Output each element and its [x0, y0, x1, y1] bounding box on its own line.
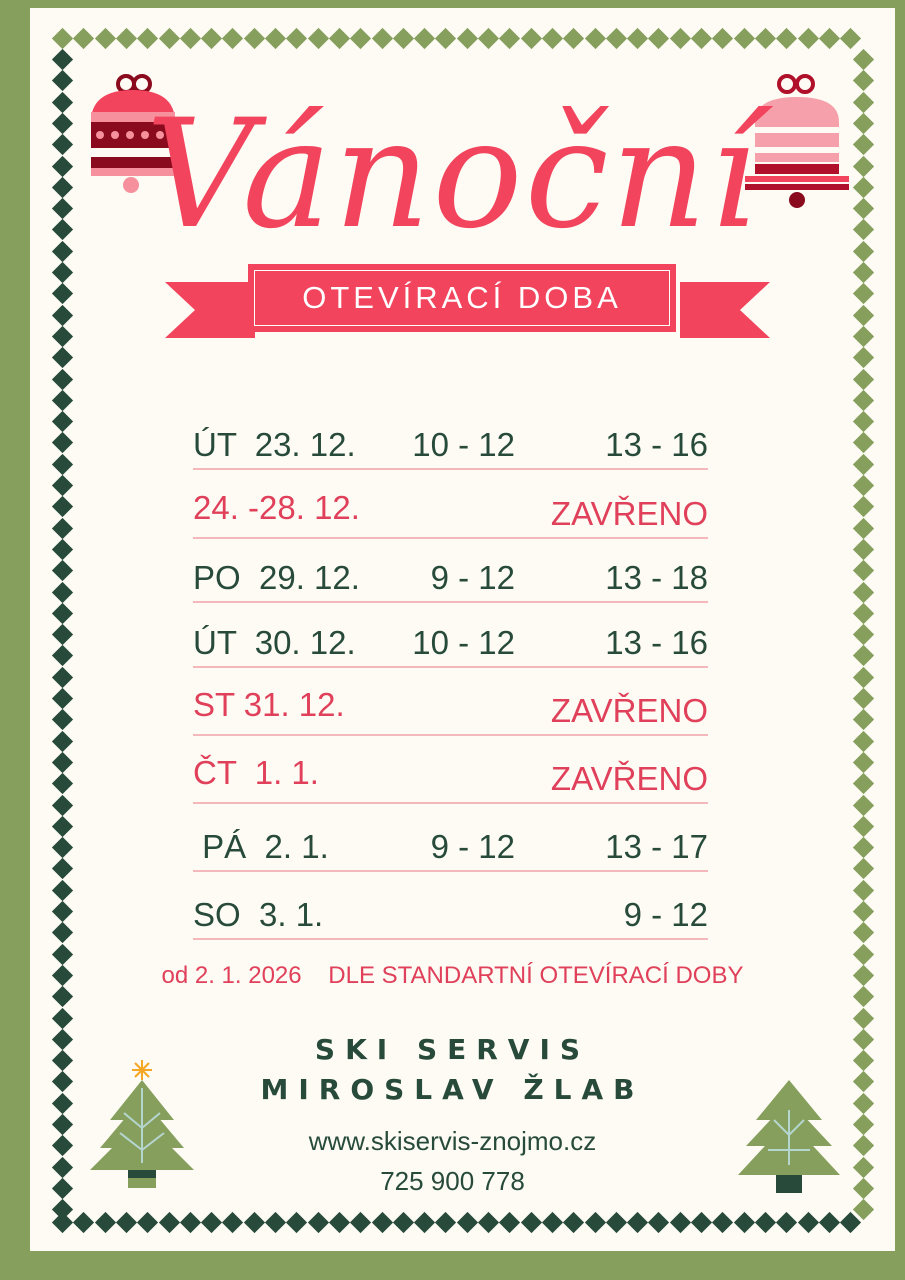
schedule-row: ST 31. 12. ZAVŘENO [193, 686, 708, 736]
date-label: PO 29. 12. [193, 559, 360, 596]
website-link[interactable]: www.skiservis-znojmo.cz [308, 1126, 597, 1156]
morning-hours: 10 - 12 [412, 624, 515, 661]
christmas-tree-icon [738, 1080, 840, 1193]
date-label: ST 31. 12. [193, 686, 345, 723]
date-label: ÚT 23. 12. [193, 426, 356, 463]
morning-hours: 9 - 12 [430, 828, 515, 865]
afternoon-hours: 13 - 18 [605, 559, 708, 596]
morning-hours: 9 - 12 [430, 559, 515, 596]
standard-hours-note: od 2. 1. 2026 DLE STANDARTNÍ OTEVÍRACÍ D… [161, 962, 744, 989]
phone-number: 725 900 778 [380, 1166, 525, 1196]
afternoon-hours: 13 - 16 [605, 624, 708, 661]
brand-name: SKI SERVIS [314, 1033, 591, 1066]
schedule-row: PÁ 2. 1. 9 - 12 13 - 17 [193, 828, 708, 872]
owner-name: MIROSLAV ŽLAB [260, 1073, 645, 1106]
subtitle-ribbon: OTEVÍRACÍ DOBA [248, 264, 676, 332]
date-label: PÁ 2. 1. [193, 828, 329, 865]
schedule-row: ÚT 30. 12. 10 - 12 13 - 16 [193, 624, 708, 668]
date-label: SO 3. 1. [193, 896, 324, 933]
christmas-tree-icon [90, 1060, 194, 1188]
afternoon-hours: 9 - 12 [623, 896, 708, 933]
date-label: 24. -28. 12. [193, 489, 360, 526]
schedule-row: PO 29. 12. 9 - 12 13 - 18 [193, 559, 708, 603]
ribbon-tail-left [165, 282, 255, 338]
subtitle: OTEVÍRACÍ DOBA [302, 280, 622, 315]
page-title: Vánoční [145, 88, 760, 262]
afternoon-hours: ZAVŘENO [550, 760, 708, 797]
schedule-row: ÚT 23. 12. 10 - 12 13 - 16 [193, 426, 708, 470]
bell-ornament-icon [745, 74, 849, 208]
schedule-row: SO 3. 1. 9 - 12 [193, 896, 708, 940]
ribbon-tail-right [680, 282, 770, 338]
date-label: ÚT 30. 12. [193, 624, 356, 661]
date-label: ČT 1. 1. [193, 754, 319, 791]
schedule-row: ČT 1. 1. ZAVŘENO [193, 754, 708, 804]
bell-ornament-icon [91, 74, 175, 193]
schedule-row: 24. -28. 12. ZAVŘENO [193, 489, 708, 539]
morning-hours: 10 - 12 [412, 426, 515, 463]
afternoon-hours: ZAVŘENO [550, 692, 708, 729]
poster-card [30, 8, 895, 1251]
afternoon-hours: 13 - 17 [605, 828, 708, 865]
afternoon-hours: 13 - 16 [605, 426, 708, 463]
afternoon-hours: ZAVŘENO [550, 495, 708, 532]
